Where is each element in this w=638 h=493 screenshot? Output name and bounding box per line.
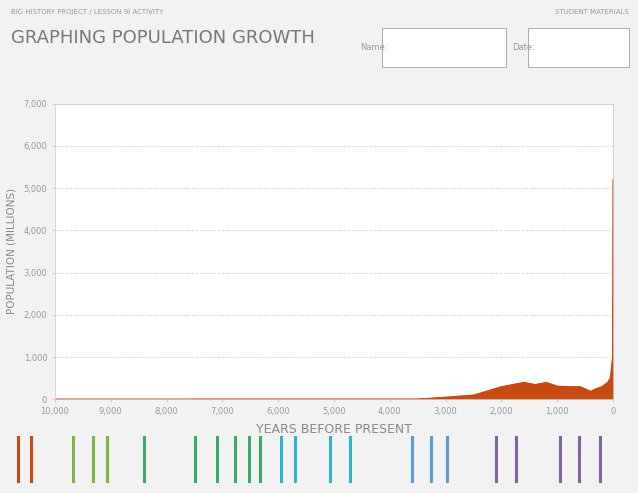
X-axis label: YEARS BEFORE PRESENT: YEARS BEFORE PRESENT [256, 423, 412, 436]
Y-axis label: POPULATION (MILLIONS): POPULATION (MILLIONS) [6, 188, 17, 315]
Text: BIG HISTORY PROJECT / LESSON 9I ACTIVITY: BIG HISTORY PROJECT / LESSON 9I ACTIVITY [11, 9, 164, 15]
Text: Date:: Date: [512, 43, 535, 52]
Text: Name:: Name: [360, 43, 388, 52]
FancyBboxPatch shape [528, 28, 629, 67]
FancyBboxPatch shape [382, 28, 506, 67]
Text: STUDENT MATERIALS: STUDENT MATERIALS [554, 9, 628, 15]
Text: GRAPHING POPULATION GROWTH: GRAPHING POPULATION GROWTH [11, 29, 315, 47]
